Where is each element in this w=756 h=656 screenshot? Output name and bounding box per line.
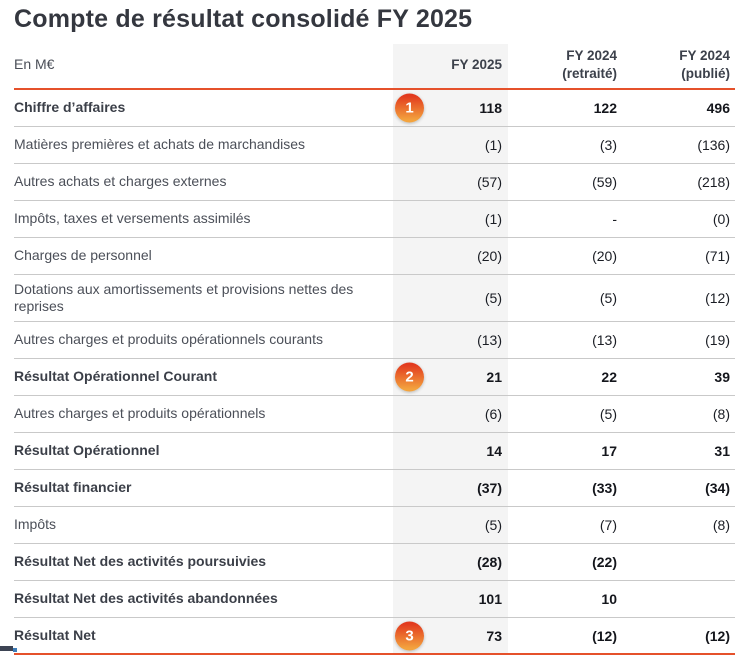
value-fy2024-retraite: 10 <box>601 591 617 607</box>
row-label: Charges de personnel <box>14 247 152 264</box>
value-fy2024-retraite: (59) <box>592 174 617 190</box>
value-fy2025: (20) <box>477 248 502 264</box>
value-fy2025: 21 <box>486 369 502 385</box>
table-row: Chiffre d’affaires 1 118 122 496 <box>14 90 735 127</box>
row-label: Chiffre d’affaires <box>14 99 126 116</box>
table-row: Autres achats et charges externes (57) (… <box>14 164 735 201</box>
value-fy2024-retraite: 122 <box>593 100 617 116</box>
value-fy2025: (5) <box>484 290 502 306</box>
value-fy2025: 14 <box>486 443 502 459</box>
value-fy2024-publie: (12) <box>705 627 730 644</box>
row-label: Autres charges et produits opérationnels… <box>14 331 323 348</box>
page-number-partial-bar <box>0 646 13 651</box>
row-label: Impôts, taxes et versements assimilés <box>14 210 251 227</box>
table-row: Résultat Net des activités poursuivies (… <box>14 544 735 581</box>
table-row: Autres charges et produits opérationnels… <box>14 396 735 433</box>
page-title: Compte de résultat consolidé FY 2025 <box>14 5 473 33</box>
value-fy2024-retraite: (22) <box>592 554 617 570</box>
value-fy2025: (13) <box>477 332 502 348</box>
table-row: Résultat Net des activités abandonnées 1… <box>14 581 735 618</box>
value-fy2025: (28) <box>477 554 502 570</box>
value-fy2025: (37) <box>477 480 502 496</box>
table-row: Résultat financier (37) (33) (34) <box>14 470 735 507</box>
value-fy2024-retraite: (20) <box>592 248 617 264</box>
value-fy2024-publie: (34) <box>705 480 730 496</box>
value-fy2024-retraite: (5) <box>599 290 617 306</box>
table-row: Charges de personnel (20) (20) (71) <box>14 238 735 275</box>
row-label: Résultat financier <box>14 479 132 496</box>
value-fy2024-retraite: (12) <box>592 627 617 644</box>
value-fy2025: 101 <box>478 591 502 607</box>
income-statement-table: En M€ FY 2025 FY 2024 (retraité) FY 2024… <box>14 42 735 655</box>
column-header-fy2025: FY 2025 <box>451 57 502 73</box>
step-number-badge: 3 <box>395 621 424 650</box>
value-fy2024-publie: (71) <box>705 248 730 264</box>
row-label: Résultat Opérationnel <box>14 442 160 459</box>
value-fy2025: (5) <box>484 517 502 533</box>
value-fy2024-retraite: 22 <box>601 369 617 385</box>
row-label: Dotations aux amortissements et provisio… <box>14 280 354 315</box>
value-fy2024-publie: 39 <box>714 369 730 385</box>
table-row: Résultat Opérationnel Courant 2 21 22 39 <box>14 359 735 396</box>
table-row: Matières premières et achats de marchand… <box>14 127 735 164</box>
value-fy2024-publie: (12) <box>705 290 730 306</box>
column-header-fy2024-publie: FY 2024 (publié) <box>679 48 730 81</box>
value-fy2024-retraite: - <box>612 211 617 227</box>
value-fy2024-retraite: (5) <box>599 406 617 422</box>
value-fy2025: (1) <box>484 137 502 153</box>
value-fy2024-publie: (8) <box>712 517 730 533</box>
page-number-partial-tick <box>13 648 17 652</box>
table-row: Résultat Opérationnel 14 17 31 <box>14 433 735 470</box>
step-number-badge: 2 <box>395 362 424 392</box>
row-label: Résultat Opérationnel Courant <box>14 368 218 385</box>
row-label: Autres achats et charges externes <box>14 173 227 190</box>
value-fy2025: (1) <box>484 211 502 227</box>
value-fy2024-publie: (8) <box>712 406 730 422</box>
table-row: Impôts, taxes et versements assimilés (1… <box>14 201 735 238</box>
value-fy2025: (6) <box>484 406 502 422</box>
row-label: Résultat Net des activités abandonnées <box>14 590 278 607</box>
value-fy2024-retraite: (7) <box>599 517 617 533</box>
column-header-fy2024-retraite: FY 2024 (retraité) <box>562 48 617 81</box>
table-header-row: En M€ FY 2025 FY 2024 (retraité) FY 2024… <box>14 42 735 90</box>
value-fy2024-retraite: (33) <box>592 480 617 496</box>
value-fy2024-publie: (0) <box>712 211 730 227</box>
table-row: Dotations aux amortissements et provisio… <box>14 275 735 322</box>
row-label: Impôts <box>14 516 57 533</box>
table-row: Impôts (5) (7) (8) <box>14 507 735 544</box>
table-body: Chiffre d’affaires 1 118 122 496 Matière… <box>14 90 735 655</box>
value-fy2025: 118 <box>479 100 502 116</box>
value-fy2024-retraite: (13) <box>592 332 617 348</box>
value-fy2024-publie: (218) <box>697 174 730 190</box>
table-row: Résultat Net 3 73 (12) (12) <box>14 618 735 655</box>
row-label: Résultat Net des activités poursuivies <box>14 553 267 570</box>
value-fy2024-publie: (136) <box>697 137 730 153</box>
value-fy2025: (57) <box>477 174 502 190</box>
value-fy2024-publie: (19) <box>705 332 730 348</box>
row-label: Autres charges et produits opérationnels <box>14 405 266 422</box>
table-row: Autres charges et produits opérationnels… <box>14 322 735 359</box>
value-fy2024-retraite: (3) <box>599 137 617 153</box>
value-fy2025: 73 <box>486 627 502 644</box>
value-fy2024-publie: 496 <box>706 100 730 116</box>
step-number-badge: 1 <box>395 93 424 123</box>
row-label: Matières premières et achats de marchand… <box>14 136 306 153</box>
value-fy2024-publie: 31 <box>714 443 730 459</box>
value-fy2024-retraite: 17 <box>601 443 617 459</box>
row-label: Résultat Net <box>14 626 96 643</box>
fy2025-column-highlight <box>393 44 508 655</box>
unit-label: En M€ <box>14 56 55 73</box>
